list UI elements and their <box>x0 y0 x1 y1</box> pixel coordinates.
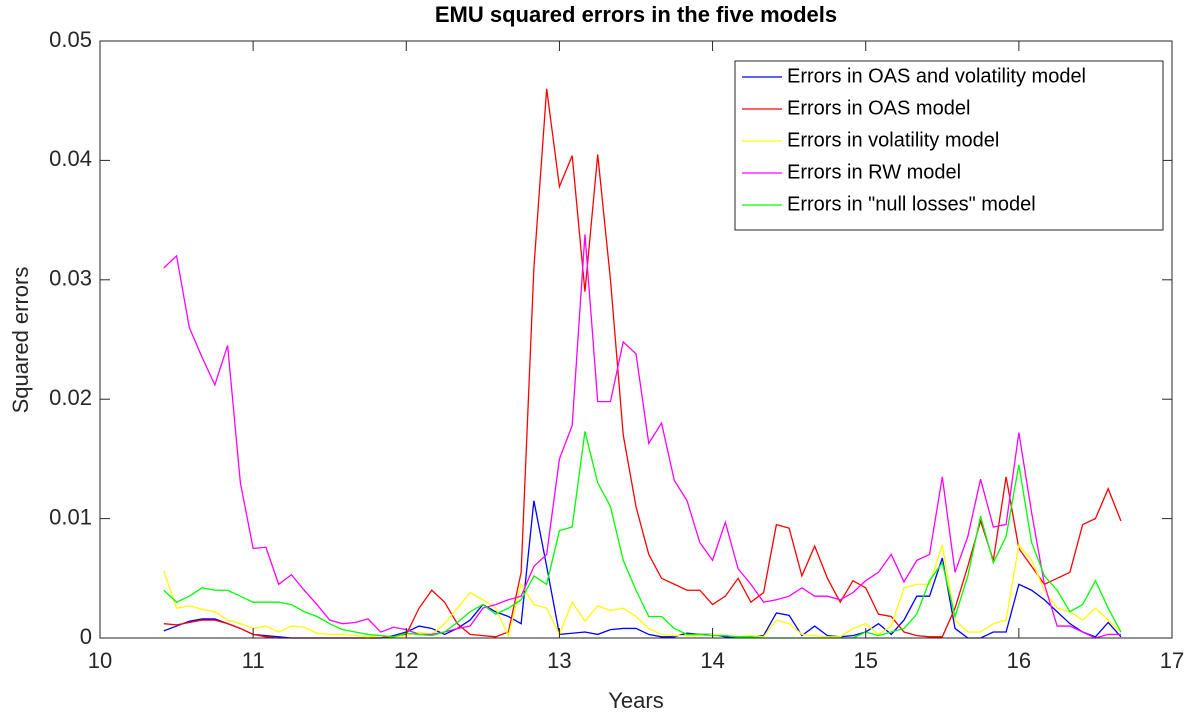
y-axis-label: Squared errors <box>8 267 33 414</box>
legend-label: Errors in "null losses" model <box>787 193 1036 215</box>
legend-label: Errors in OAS model <box>787 97 970 119</box>
x-tick-label: 10 <box>88 648 112 673</box>
x-tick-label: 15 <box>853 648 877 673</box>
x-tick-label: 16 <box>1007 648 1031 673</box>
x-axis-label: Years <box>608 688 663 713</box>
x-tick-label: 17 <box>1160 648 1184 673</box>
y-tick-label: 0 <box>80 624 92 649</box>
x-tick-label: 14 <box>700 648 724 673</box>
x-tick-label: 11 <box>242 648 265 673</box>
y-tick-label: 0.04 <box>49 146 92 171</box>
legend-box <box>734 60 1164 231</box>
legend-label: Errors in RW model <box>787 161 961 183</box>
legend-label: Errors in OAS and volatility model <box>787 65 1086 87</box>
series-line <box>163 431 1122 639</box>
chart-title: EMU squared errors in the five models <box>435 2 837 27</box>
plot-frame <box>99 40 1173 639</box>
legend-label: Errors in volatility model <box>787 129 999 151</box>
x-tick-label: 13 <box>547 648 571 673</box>
x-tick-label: 12 <box>394 648 418 673</box>
y-tick-label: 0.03 <box>49 266 92 291</box>
y-tick-label: 0.05 <box>49 27 92 52</box>
y-tick-label: 0.01 <box>49 504 92 529</box>
series-line <box>163 234 1121 639</box>
series-line <box>163 543 1122 638</box>
y-tick-label: 0.02 <box>49 385 92 410</box>
